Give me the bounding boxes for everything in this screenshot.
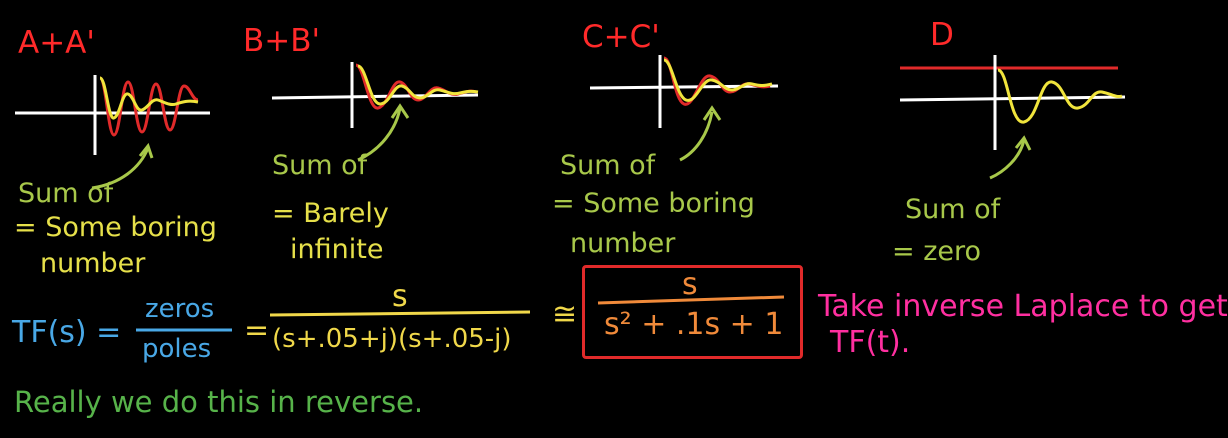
panel-d-plot [899,55,1126,180]
fraction-bar-2 [269,310,531,317]
panel-d-note-line2: = zero [892,236,982,267]
footer-note: Really we do this in reverse. [14,385,424,419]
panel-a-note-line1: Sum of [18,178,114,209]
panel-d-note-line1: Sum of [905,194,1001,225]
side-note-line1: Take inverse Laplace to get [818,289,1228,324]
equation-lhs: TF(s) = [12,315,122,350]
side-note-line2: TF(t). [830,325,911,360]
equation-equals: = [244,313,270,348]
panel-b-plot [271,62,479,162]
panel-a-label: A+A' [18,25,95,61]
fraction-bar-3 [597,295,785,305]
panel-c-note-line2: = Some boring [552,188,755,219]
fraction1-numerator: zeros [145,294,215,324]
panel-a-plot [15,75,210,190]
panel-c-note-line3: number [570,228,676,259]
panel-b-note-line3: infinite [290,234,384,265]
panel-b-note-line2: = Barely [272,198,389,229]
fraction3-denominator: s² + .1s + 1 [604,307,784,342]
panel-b-label: B+B' [243,23,321,59]
panel-d-label: D [930,17,954,53]
fraction2-denominator: (s+.05+j)(s+.05-j) [272,324,512,354]
fraction2-numerator: s [392,279,408,314]
fraction1-denominator: poles [142,334,212,364]
panel-a-note-line2: = Some boring [14,212,217,243]
panel-c-plot [589,55,779,162]
panel-c-note-line1: Sum of [560,150,656,181]
result-box [582,265,803,359]
panel-a-note-line3: number [40,248,146,279]
panel-b-note-line1: Sum of [272,150,368,181]
approx-sign: ≅ [552,297,578,332]
fraction3-numerator: s [682,267,698,302]
panel-c-label: C+C' [582,19,660,55]
